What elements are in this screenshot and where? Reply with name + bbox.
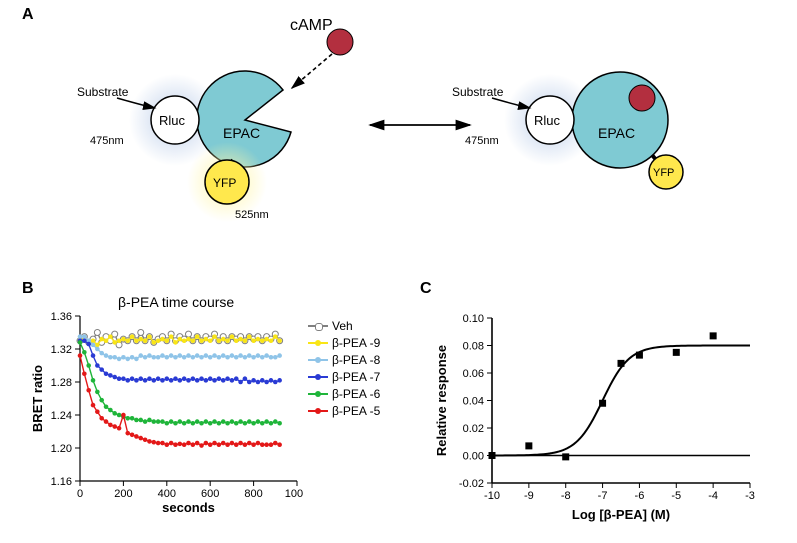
svg-text:YFP: YFP [653, 167, 674, 179]
svg-text:1.36: 1.36 [51, 311, 72, 323]
legend-label: β-PEA -8 [332, 352, 380, 368]
figure: A B C cAMPEPACRlucSubstrate475nmYFP525nm… [0, 0, 797, 543]
svg-text:0: 0 [77, 488, 83, 500]
svg-text:525nm: 525nm [235, 209, 269, 221]
svg-text:cAMP: cAMP [290, 17, 333, 34]
svg-text:-10: -10 [484, 490, 500, 502]
svg-text:-6: -6 [635, 490, 645, 502]
svg-text:BRET ratio: BRET ratio [30, 365, 45, 432]
svg-text:-4: -4 [708, 490, 718, 502]
svg-text:Rluc: Rluc [534, 113, 561, 128]
svg-text:YFP: YFP [213, 176, 236, 190]
svg-text:0.04: 0.04 [463, 396, 484, 408]
svg-text:-9: -9 [524, 490, 534, 502]
legend-label: β-PEA -9 [332, 335, 380, 351]
svg-text:Relative response: Relative response [434, 345, 449, 456]
svg-text:1000: 1000 [285, 488, 303, 500]
svg-text:475nm: 475nm [90, 135, 124, 147]
legend-label: β-PEA -5 [332, 403, 380, 419]
panel-a-diagram: cAMP EPAC Rluc Substrate 475nm YFP 525nm EPAC Rl… [30, 10, 770, 270]
chartc-svg: -10 -9 -8 -7 -6 -5 -4 -3 -0.02 0.00 0.02 0.04 0.06 0.… [430, 310, 760, 525]
svg-text:Rluc: Rluc [159, 113, 186, 128]
legend-item: β-PEA -7 [308, 369, 380, 385]
panel-b-chart: β-PEA time course 0 200 400 600 800 1000 1.16 1… [28, 290, 408, 530]
svg-text:1.28: 1.28 [51, 377, 72, 389]
svg-text:0.10: 0.10 [463, 313, 484, 325]
svg-text:Substrate: Substrate [77, 85, 129, 99]
svg-text:0.00: 0.00 [463, 451, 484, 463]
panel-c-chart: -10 -9 -8 -7 -6 -5 -4 -3 -0.02 0.00 0.02 0.04 0.06 0.… [430, 290, 770, 530]
chartb-svg: 0 200 400 600 800 1000 1.16 1.20 1.24 1.28 1.32 1.3… [28, 310, 303, 515]
legend-label: β-PEA -7 [332, 369, 380, 385]
svg-text:800: 800 [244, 488, 262, 500]
legend-item: β-PEA -9 [308, 335, 380, 351]
svg-text:Log [β-PEA] (M): Log [β-PEA] (M) [572, 507, 670, 522]
chartb-legend: Vehβ-PEA -9β-PEA -8β-PEA -7β-PEA -6β-PEA… [308, 318, 380, 420]
svg-text:Substrate: Substrate [452, 85, 504, 99]
svg-text:-7: -7 [598, 490, 608, 502]
legend-item: Veh [308, 318, 380, 334]
svg-text:400: 400 [158, 488, 176, 500]
diagram-svg: cAMP EPAC Rluc Substrate 475nm YFP 525nm EPAC Rl… [30, 10, 770, 260]
legend-item: β-PEA -8 [308, 352, 380, 368]
svg-text:0.02: 0.02 [463, 423, 484, 435]
svg-text:200: 200 [114, 488, 132, 500]
svg-text:1.20: 1.20 [51, 443, 72, 455]
svg-text:EPAC: EPAC [598, 125, 635, 141]
legend-item: β-PEA -5 [308, 403, 380, 419]
legend-item: β-PEA -6 [308, 386, 380, 402]
svg-text:1.32: 1.32 [51, 344, 72, 356]
svg-text:0.06: 0.06 [463, 368, 484, 380]
svg-text:0.08: 0.08 [463, 341, 484, 353]
svg-text:EPAC: EPAC [223, 125, 260, 141]
svg-text:-3: -3 [745, 490, 755, 502]
svg-text:-8: -8 [561, 490, 571, 502]
svg-text:600: 600 [201, 488, 219, 500]
svg-text:seconds: seconds [162, 500, 215, 515]
legend-label: β-PEA -6 [332, 386, 380, 402]
svg-text:-5: -5 [671, 490, 681, 502]
legend-label: Veh [332, 318, 353, 334]
svg-text:-0.02: -0.02 [459, 478, 484, 490]
svg-text:1.16: 1.16 [51, 476, 72, 488]
svg-text:475nm: 475nm [465, 135, 499, 147]
chartb-title: β-PEA time course [118, 294, 234, 310]
svg-text:1.24: 1.24 [51, 410, 72, 422]
